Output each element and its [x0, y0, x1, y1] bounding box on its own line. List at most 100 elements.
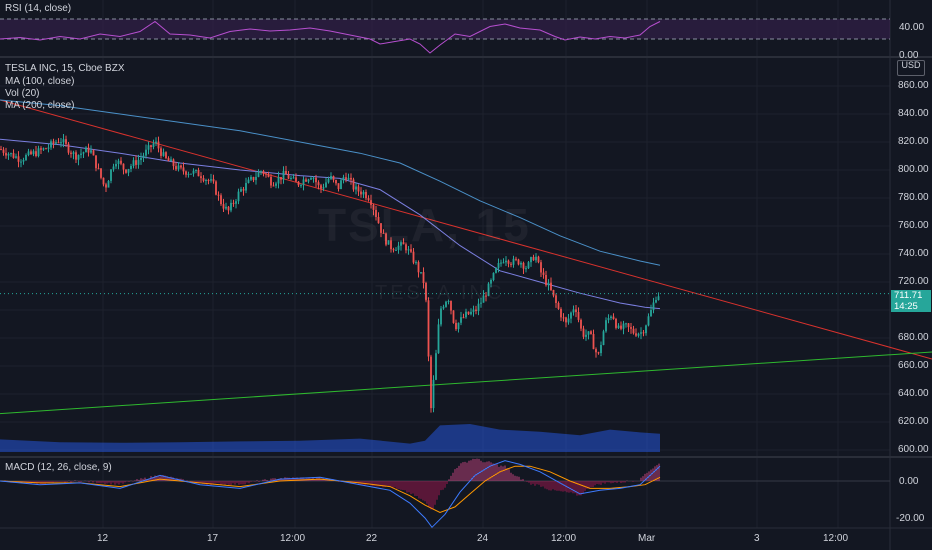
- candle-body: [462, 317, 465, 319]
- candle-body: [22, 160, 25, 162]
- indicator-volume[interactable]: Vol (20): [5, 88, 40, 99]
- candle-body: [460, 317, 462, 323]
- candle-body: [530, 257, 532, 263]
- candle-body: [55, 142, 57, 144]
- candle-body: [372, 205, 375, 210]
- candle-body: [147, 145, 150, 150]
- candle-body: [92, 150, 95, 156]
- candle-body: [455, 322, 457, 330]
- candle-body: [602, 331, 605, 345]
- candle-body: [332, 176, 335, 180]
- candle-body: [475, 309, 477, 311]
- candle-body: [622, 323, 625, 329]
- candle-body: [97, 168, 100, 170]
- candle-body: [195, 170, 197, 171]
- candle-body: [297, 181, 300, 186]
- candle-body: [597, 352, 600, 354]
- candle-body: [242, 189, 245, 191]
- candle-body: [50, 141, 52, 148]
- candle-body: [360, 191, 362, 195]
- candle-body: [442, 306, 445, 309]
- candle-body: [647, 316, 650, 326]
- candle-body: [217, 194, 220, 196]
- candle-body: [7, 153, 10, 156]
- candle-body: [532, 257, 535, 261]
- candle-body: [545, 275, 547, 286]
- time-tick-label: 3: [754, 533, 760, 544]
- indicator-ma200[interactable]: MA (200, close): [5, 100, 75, 111]
- candle-body: [447, 301, 450, 302]
- price-tick-label: 840.00: [898, 108, 929, 119]
- candle-body: [87, 147, 90, 153]
- candle-body: [105, 184, 107, 188]
- price-tick-label: 780.00: [898, 192, 929, 203]
- indicator-ma100[interactable]: MA (100, close): [5, 76, 75, 87]
- candle-body: [437, 324, 440, 354]
- candle-body: [80, 153, 82, 155]
- candle-body: [127, 169, 130, 173]
- candle-body: [245, 183, 247, 191]
- candle-body: [470, 311, 472, 315]
- candle-body: [272, 185, 275, 187]
- candle-body: [235, 201, 237, 204]
- candle-body: [122, 163, 125, 170]
- candle-body: [612, 316, 615, 319]
- price-tick-label: 620.00: [898, 416, 929, 427]
- candle-body: [90, 150, 92, 153]
- countdown-badge: 14:25: [891, 301, 931, 312]
- candle-body: [40, 148, 42, 150]
- candle-body: [605, 320, 607, 332]
- candle-body: [52, 141, 55, 144]
- candle-body: [405, 244, 407, 251]
- candle-body: [477, 303, 480, 311]
- candle-body: [175, 166, 177, 170]
- candle-body: [2, 149, 5, 153]
- candle-body: [642, 332, 645, 334]
- candle-body: [10, 153, 12, 155]
- candle-body: [427, 300, 430, 357]
- candle-body: [17, 156, 20, 162]
- candle-body: [265, 173, 267, 175]
- candle-body: [15, 156, 17, 158]
- candle-body: [485, 295, 487, 297]
- macd-title[interactable]: MACD (12, 26, close, 9): [5, 462, 112, 473]
- candle-body: [380, 223, 382, 233]
- candle-body: [280, 177, 282, 180]
- candle-body: [392, 249, 395, 251]
- candle-body: [285, 171, 287, 175]
- rsi-title[interactable]: RSI (14, close): [5, 3, 72, 14]
- candle-body: [432, 379, 435, 409]
- candle-body: [225, 206, 227, 209]
- candle-body: [230, 202, 232, 211]
- candle-body: [547, 282, 550, 286]
- candle-body: [192, 170, 195, 174]
- candle-body: [227, 206, 230, 211]
- candle-body: [652, 302, 655, 310]
- candle-body: [350, 177, 352, 180]
- candle-body: [585, 334, 587, 337]
- symbol-label[interactable]: TESLA INC, 15, Cboe BZX: [5, 63, 125, 74]
- candle-body: [47, 147, 50, 149]
- candle-body: [580, 319, 582, 329]
- plot-background: [0, 0, 890, 550]
- candle-body: [472, 309, 475, 312]
- candle-body: [415, 262, 417, 264]
- candle-body: [565, 317, 567, 323]
- candle-body: [177, 165, 180, 170]
- candle-body: [250, 177, 252, 180]
- candle-body: [500, 262, 502, 264]
- candle-body: [522, 262, 525, 269]
- candle-body: [182, 167, 185, 172]
- price-tick-label: 740.00: [898, 248, 929, 259]
- candle-body: [327, 178, 330, 183]
- candle-body: [480, 302, 482, 304]
- candle-body: [655, 300, 657, 303]
- candle-body: [202, 178, 205, 181]
- currency-label[interactable]: USD: [897, 60, 925, 76]
- candle-body: [305, 179, 307, 182]
- candle-body: [252, 177, 255, 181]
- candle-body: [615, 319, 617, 328]
- time-tick-label: Mar: [638, 533, 656, 544]
